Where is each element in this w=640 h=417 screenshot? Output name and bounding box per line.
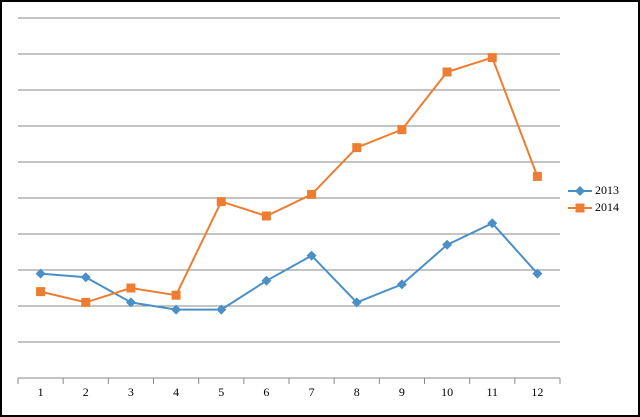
marker	[352, 143, 362, 153]
x-tick-label: 1	[38, 385, 44, 399]
marker	[171, 290, 181, 300]
marker	[80, 272, 91, 283]
x-tick-label: 9	[399, 385, 405, 399]
marker	[171, 304, 182, 315]
series-line	[40, 56, 539, 304]
marker	[351, 297, 362, 308]
x-tick-label: 10	[441, 385, 453, 399]
x-tick-label: 2	[83, 385, 89, 399]
marker	[487, 53, 497, 63]
marker	[532, 171, 542, 181]
marker	[216, 197, 226, 207]
x-tick-label: 6	[263, 385, 269, 399]
marker	[575, 203, 585, 213]
x-tick-label: 8	[354, 385, 360, 399]
marker	[126, 283, 136, 293]
marker	[261, 211, 271, 221]
marker	[396, 279, 407, 290]
x-tick-label: 3	[128, 385, 134, 399]
marker	[81, 297, 91, 307]
marker	[261, 275, 272, 286]
marker	[575, 186, 585, 196]
marker	[442, 239, 453, 250]
marker	[36, 287, 46, 297]
marker	[125, 297, 136, 308]
marker	[307, 189, 317, 199]
marker	[442, 67, 452, 77]
x-tick-label: 12	[531, 385, 543, 399]
marker	[306, 250, 317, 261]
marker	[35, 268, 46, 279]
x-tick-label: 5	[218, 385, 224, 399]
legend-label: 2014	[595, 200, 619, 214]
x-tick-label: 7	[309, 385, 315, 399]
legend-label: 2013	[595, 183, 619, 197]
x-tick-label: 4	[173, 385, 179, 399]
marker	[532, 268, 543, 279]
x-tick-label: 11	[486, 385, 498, 399]
marker	[397, 125, 407, 135]
marker	[216, 304, 227, 315]
marker	[487, 218, 498, 229]
series-line	[40, 221, 539, 311]
